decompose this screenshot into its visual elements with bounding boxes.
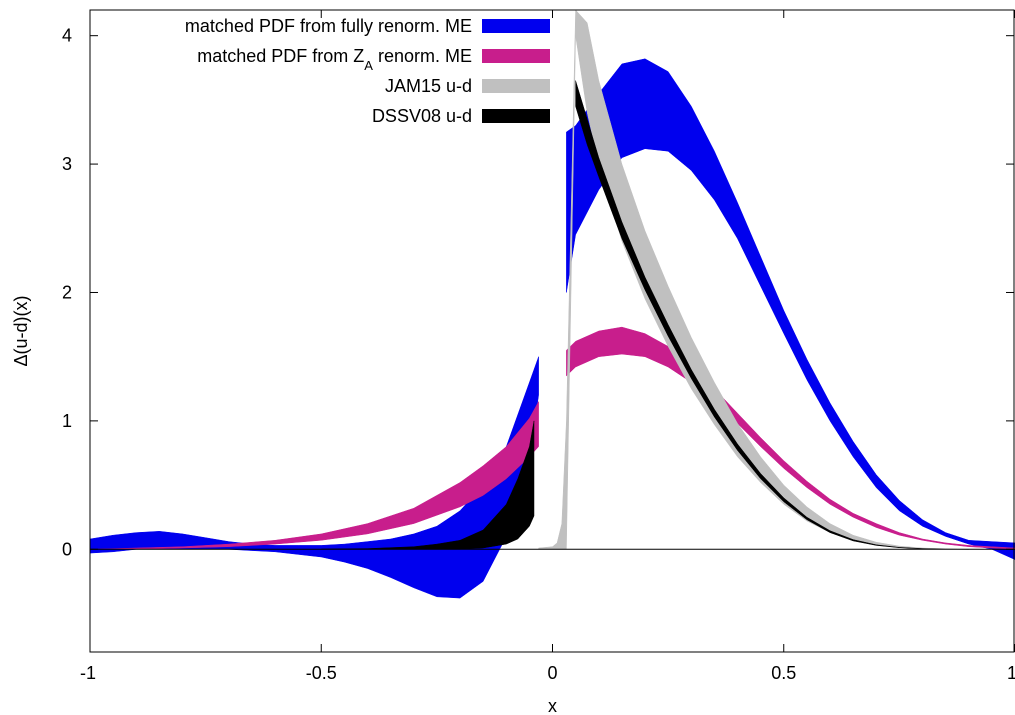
legend-swatch — [482, 49, 550, 63]
legend: matched PDF from fully renorm. ME matched… — [185, 16, 550, 126]
legend-swatch — [482, 19, 550, 33]
y-tick-label: 1 — [62, 411, 72, 431]
y-tick-label: 4 — [62, 26, 72, 46]
x-axis-label: x — [548, 696, 557, 715]
legend-label: matched PDF from fully renorm. ME — [185, 16, 472, 36]
x-tick-label: -0.5 — [306, 663, 337, 683]
band-series-2-segment-1 — [89, 401, 539, 550]
band-series-1-segment-2 — [566, 58, 1015, 560]
ticks: -1 -0.5 0 0.5 1 0 1 2 3 4 — [62, 10, 1015, 683]
legend-label: DSSV08 u-d — [372, 106, 472, 126]
band-series-2-segment-2 — [566, 326, 1015, 550]
y-axis-label: Δ(u-d)(x) — [11, 295, 31, 366]
bands — [89, 9, 1015, 599]
legend-swatch — [482, 79, 550, 93]
legend-swatch — [482, 109, 550, 123]
x-tick-label: 0.5 — [771, 663, 796, 683]
legend-label: matched PDF from ZA renorm. ME — [197, 46, 472, 73]
legend-label: JAM15 u-d — [385, 76, 472, 96]
x-tick-label: -1 — [80, 663, 96, 683]
x-tick-label: 1 — [1007, 663, 1015, 683]
y-tick-label: 3 — [62, 154, 72, 174]
y-tick-label: 2 — [62, 282, 72, 302]
x-tick-label: 0 — [547, 663, 557, 683]
plot-frame — [89, 9, 1015, 653]
y-tick-label: 0 — [62, 539, 72, 559]
